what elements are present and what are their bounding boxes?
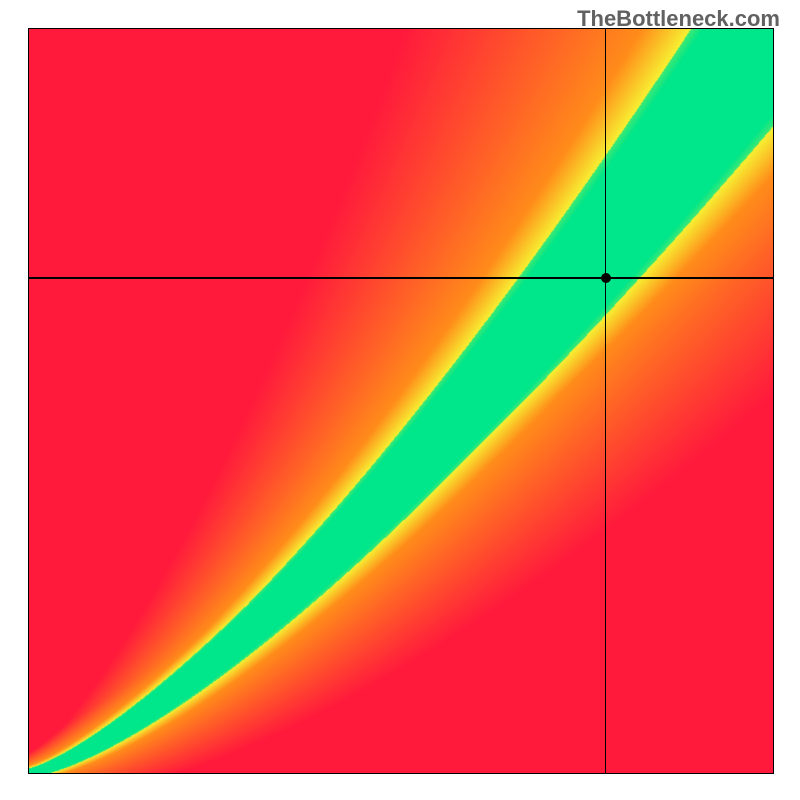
watermark-text: TheBottleneck.com [577,6,780,32]
heatmap-canvas [29,29,773,773]
crosshair-vertical [605,29,607,773]
heatmap-plot [28,28,774,774]
crosshair-horizontal [29,277,773,279]
chart-container: TheBottleneck.com [0,0,800,800]
crosshair-marker-dot [601,273,611,283]
